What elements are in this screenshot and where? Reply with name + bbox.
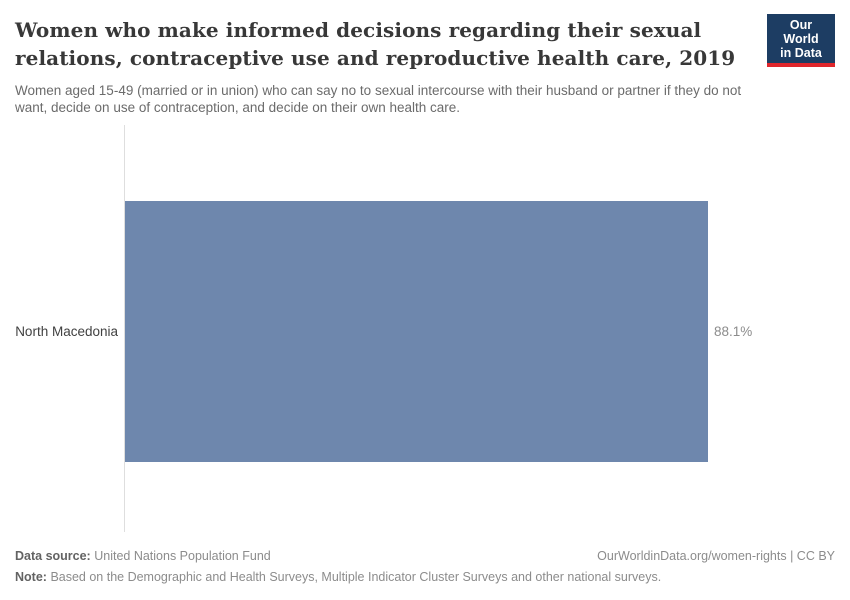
chart-subtitle-line-1: Women aged 15-49 (married or in union) w…: [15, 83, 742, 98]
data-source: Data source: United Nations Population F…: [15, 546, 271, 567]
bar-row: 88.1%: [125, 201, 752, 462]
owid-logo[interactable]: Our World in Data: [767, 14, 835, 67]
chart-title-line-2: relations, contraceptive use and reprodu…: [15, 46, 736, 70]
y-axis-line: [124, 125, 125, 532]
note-value: Based on the Demographic and Health Surv…: [50, 570, 662, 584]
note: Note: Based on the Demographic and Healt…: [15, 567, 835, 588]
chart-title-line-1: Women who make informed decisions regard…: [15, 18, 702, 42]
attribution-link[interactable]: OurWorldinData.org/women-rights | CC BY: [597, 549, 835, 563]
note-label: Note:: [15, 570, 47, 584]
chart-subtitle-line-2: want, decide on use of contraception, an…: [15, 100, 461, 115]
owid-logo-line-1: Our World: [783, 18, 819, 46]
chart-title: Women who make informed decisions regard…: [15, 16, 735, 72]
plot-area: North Macedonia 88.1%: [0, 125, 850, 532]
data-source-value: United Nations Population Fund: [94, 549, 271, 563]
chart-footer: Data source: United Nations Population F…: [15, 546, 835, 588]
data-source-label: Data source:: [15, 549, 91, 563]
chart-subtitle: Women aged 15-49 (married or in union) w…: [15, 82, 741, 116]
entity-label: North Macedonia: [15, 324, 118, 339]
bar[interactable]: [125, 201, 708, 462]
owid-logo-line-2: in Data: [780, 46, 822, 60]
value-label: 88.1%: [714, 324, 753, 339]
